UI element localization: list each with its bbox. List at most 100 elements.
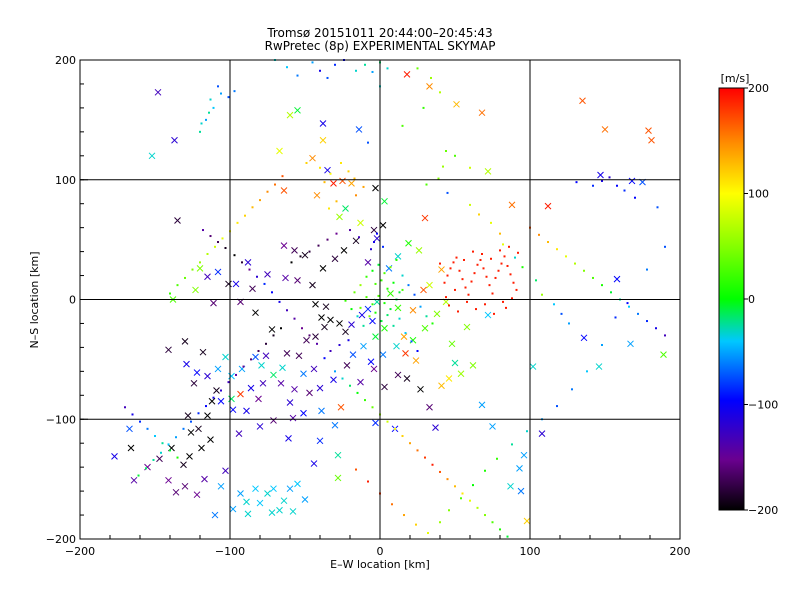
data-point-dot <box>503 255 506 258</box>
data-point-dot <box>458 269 461 272</box>
data-point-dot <box>371 303 374 306</box>
data-point-dot <box>197 412 200 415</box>
data-point-dot <box>365 296 368 299</box>
x-axis-label: E–W location [km] <box>330 558 430 571</box>
data-point-dot <box>446 191 449 194</box>
data-point-cross <box>484 168 492 175</box>
data-point-dot <box>367 141 369 144</box>
data-point-dot <box>248 268 251 271</box>
data-point-dot <box>212 106 215 109</box>
data-point-cross <box>343 362 351 369</box>
data-point-cross <box>394 253 402 260</box>
data-point-dot <box>488 284 491 287</box>
data-point-dot <box>335 232 338 235</box>
data-point-dot <box>565 255 567 258</box>
data-point-dot <box>286 66 288 69</box>
data-point-cross <box>276 506 283 514</box>
data-point-cross <box>301 251 309 259</box>
data-point-cross <box>336 320 343 327</box>
data-point-dot <box>145 467 147 470</box>
data-point-cross <box>282 274 289 282</box>
data-point-dot <box>305 161 308 164</box>
data-point-cross <box>445 375 453 382</box>
data-point-dot <box>425 315 428 318</box>
data-point-dot <box>209 98 212 101</box>
data-point-dot <box>452 261 455 264</box>
data-point-cross <box>327 316 334 324</box>
data-point-dot <box>146 427 149 430</box>
data-point-cross <box>204 273 211 281</box>
data-point-dot <box>664 334 666 337</box>
data-point-cross <box>195 425 202 433</box>
data-point-cross <box>214 268 222 276</box>
data-point-dot <box>568 322 570 325</box>
data-point-dot <box>326 238 329 241</box>
data-point-dot <box>356 315 359 318</box>
data-point-cross <box>252 309 259 317</box>
data-point-cross <box>243 498 250 506</box>
data-point-cross <box>331 255 339 263</box>
data-point-cross <box>294 480 301 488</box>
data-point-cross <box>256 423 264 430</box>
data-point-dot <box>377 294 380 297</box>
data-point-cross <box>165 346 172 354</box>
data-point-dot <box>380 279 383 282</box>
data-point-cross <box>192 286 199 294</box>
data-point-dot <box>235 373 237 376</box>
data-point-dot <box>460 497 462 500</box>
data-point-dot <box>358 236 360 239</box>
data-point-dot <box>473 272 476 275</box>
data-point-cross <box>627 340 634 348</box>
data-point-cross <box>130 476 138 484</box>
data-point-cross <box>171 136 178 144</box>
data-point-cross <box>256 499 264 507</box>
data-point-dot <box>124 406 126 409</box>
data-point-cross <box>372 184 379 192</box>
data-point-dot <box>623 189 626 192</box>
data-point-cross <box>204 412 211 420</box>
data-point-cross <box>268 509 276 517</box>
data-point-cross <box>289 414 297 422</box>
data-point-dot <box>212 396 215 399</box>
data-point-cross <box>393 342 400 350</box>
data-point-cross <box>291 385 298 393</box>
data-point-dot <box>475 308 477 311</box>
y-axis: −200 −100 0 100 200 <box>46 54 88 546</box>
data-point-cross <box>187 429 195 436</box>
data-point-cross <box>229 505 237 513</box>
data-point-dot <box>251 206 254 209</box>
data-point-cross <box>258 362 265 369</box>
data-point-dot <box>386 420 389 423</box>
data-point-cross <box>190 379 198 387</box>
data-point-dot <box>439 91 441 94</box>
data-point-cross <box>367 358 375 366</box>
data-point-dot <box>427 532 429 535</box>
data-point-dot <box>356 391 359 394</box>
data-point-dot <box>353 291 356 294</box>
data-point-cross <box>313 191 321 199</box>
data-point-cross <box>457 370 465 378</box>
colorbar-label: [m/s] <box>721 72 750 85</box>
data-point-dot <box>401 288 404 291</box>
data-point-dot <box>272 334 275 337</box>
data-point-cross <box>402 350 409 357</box>
data-point-cross <box>364 259 372 266</box>
data-point-cross <box>309 154 316 162</box>
data-point-cross <box>412 357 420 364</box>
data-point-cross <box>270 485 277 493</box>
data-point-dot <box>355 194 357 197</box>
data-point-cross <box>235 430 243 437</box>
data-point-dot <box>362 324 365 327</box>
data-point-dot <box>367 480 369 483</box>
data-point-dot <box>280 327 282 330</box>
data-point-dot <box>227 381 230 384</box>
data-point-dot <box>364 399 366 402</box>
chart-title: Tromsø 20151011 20:44:00–20:45:43 <box>266 26 492 40</box>
data-point-dot <box>443 281 446 284</box>
data-point-cross <box>372 419 379 427</box>
data-point-dot <box>556 248 558 251</box>
data-point-cross <box>421 324 429 332</box>
data-point-cross <box>214 365 222 373</box>
data-point-dot <box>376 232 378 235</box>
data-point-cross <box>280 497 288 505</box>
